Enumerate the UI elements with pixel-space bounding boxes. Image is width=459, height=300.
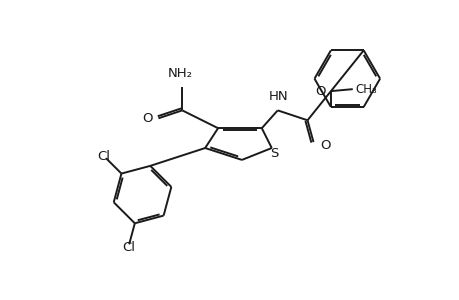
Text: O: O [142, 112, 152, 125]
Text: CH₃: CH₃ [355, 82, 377, 96]
Text: O: O [320, 139, 330, 152]
Text: HN: HN [269, 90, 288, 104]
Text: Cl: Cl [97, 150, 110, 163]
Text: O: O [315, 85, 325, 98]
Text: NH₂: NH₂ [168, 67, 192, 80]
Text: Cl: Cl [122, 241, 134, 254]
Text: S: S [270, 148, 278, 160]
